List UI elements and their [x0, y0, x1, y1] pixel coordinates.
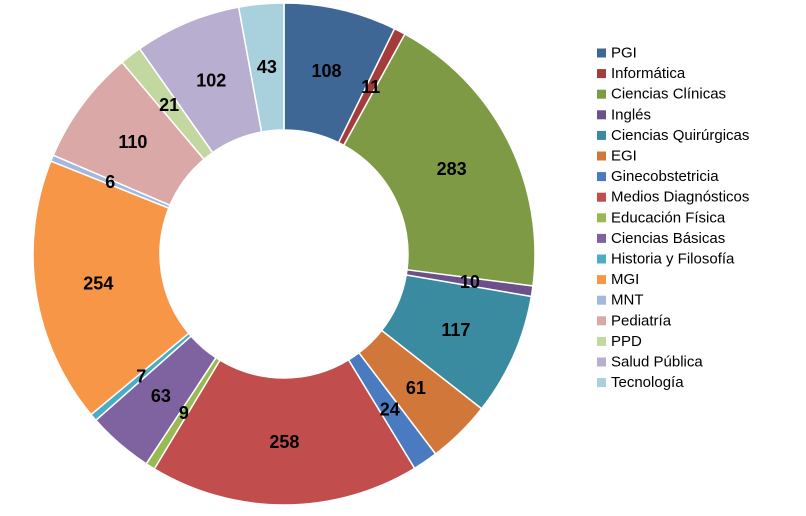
legend-label-medios-diagnosticos: Medios Diagnósticos — [611, 189, 749, 206]
legend-label-historia-y-filosofia: Historia y Filosofía — [611, 251, 735, 268]
data-label-informatica: 11 — [361, 77, 380, 97]
legend-swatch-informatica — [597, 69, 606, 79]
legend: PGI Informática Ciencias Clínicas Inglés Cie… — [597, 45, 749, 391]
legend-label-salud-publica: Salud Pública — [611, 354, 703, 371]
legend-swatch-pgi — [597, 48, 606, 58]
legend-item-pediatria: Pediatría — [597, 312, 672, 329]
legend-swatch-salud-publica — [597, 357, 606, 367]
data-label-egi: 61 — [406, 378, 426, 398]
legend-swatch-medios-diagnosticos — [597, 192, 606, 202]
data-label-ginecobstetricia: 24 — [380, 399, 400, 419]
data-label-educacion-fisica: 9 — [179, 403, 189, 423]
legend-label-tecnologia: Tecnología — [611, 374, 684, 391]
legend-item-ciencias-basicas: Ciencias Básicas — [597, 230, 725, 247]
legend-swatch-ciencias-basicas — [597, 233, 606, 243]
legend-item-ingles: Inglés — [597, 106, 651, 123]
legend-item-informatica: Informática — [597, 65, 686, 82]
data-label-ciencias-quirurgicas: 117 — [441, 320, 470, 340]
legend-label-ingles: Inglés — [611, 106, 651, 123]
data-label-ciencias-basicas: 63 — [151, 386, 171, 406]
legend-label-educacion-fisica: Educación Física — [611, 209, 726, 226]
legend-label-pgi: PGI — [611, 45, 637, 62]
data-label-mnt: 6 — [105, 172, 115, 192]
legend-label-ginecobstetricia: Ginecobstetricia — [611, 168, 719, 185]
slice-mgi — [32, 160, 190, 416]
legend-item-mgi: MGI — [597, 271, 639, 288]
data-label-tecnologia: 43 — [257, 57, 277, 77]
legend-label-egi: EGI — [611, 148, 637, 165]
legend-label-ppd: PPD — [611, 333, 642, 350]
legend-swatch-tecnologia — [597, 378, 606, 388]
data-label-historia-y-filosofia: 7 — [136, 366, 146, 386]
data-label-ciencias-clinicas: 283 — [437, 159, 467, 179]
data-label-salud-publica: 102 — [196, 71, 226, 91]
legend-item-historia-y-filosofia: Historia y Filosofía — [597, 251, 735, 268]
legend-item-ppd: PPD — [597, 333, 642, 350]
legend-swatch-historia-y-filosofia — [597, 254, 606, 264]
legend-swatch-mnt — [597, 295, 606, 305]
legend-label-ciencias-clinicas: Ciencias Clínicas — [611, 86, 726, 103]
data-label-pgi: 108 — [312, 61, 342, 81]
slices-group — [32, 2, 536, 506]
legend-item-educacion-fisica: Educación Física — [597, 209, 726, 226]
legend-swatch-ginecobstetricia — [597, 172, 606, 182]
slice-medios-diagnosticos — [153, 358, 416, 506]
legend-label-mgi: MGI — [611, 271, 639, 288]
data-label-pediatria: 110 — [118, 132, 147, 152]
legend-swatch-mgi — [597, 275, 606, 285]
legend-label-informatica: Informática — [611, 65, 686, 82]
data-label-medios-diagnosticos: 258 — [269, 432, 299, 452]
data-label-mgi: 254 — [83, 273, 113, 293]
slice-ciencias-clinicas — [342, 33, 536, 287]
legend-swatch-pediatria — [597, 316, 606, 326]
legend-swatch-educacion-fisica — [597, 213, 606, 223]
legend-label-pediatria: Pediatría — [611, 312, 672, 329]
data-label-ppd: 21 — [159, 95, 179, 115]
data-label-ingles: 10 — [460, 272, 480, 292]
legend-item-salud-publica: Salud Pública — [597, 354, 703, 371]
legend-swatch-ppd — [597, 336, 606, 346]
legend-item-egi: EGI — [597, 148, 637, 165]
legend-item-medios-diagnosticos: Medios Diagnósticos — [597, 189, 749, 206]
legend-label-ciencias-quirurgicas: Ciencias Quirúrgicas — [611, 127, 749, 144]
legend-item-pgi: PGI — [597, 45, 637, 62]
legend-item-ciencias-quirurgicas: Ciencias Quirúrgicas — [597, 127, 749, 144]
legend-item-tecnologia: Tecnología — [597, 374, 684, 391]
legend-swatch-egi — [597, 151, 606, 161]
legend-label-mnt: MNT — [611, 292, 644, 309]
legend-swatch-ingles — [597, 110, 606, 120]
legend-label-ciencias-basicas: Ciencias Básicas — [611, 230, 725, 247]
legend-item-mnt: MNT — [597, 292, 644, 309]
legend-item-ciencias-clinicas: Ciencias Clínicas — [597, 86, 726, 103]
legend-swatch-ciencias-clinicas — [597, 89, 606, 99]
legend-item-ginecobstetricia: Ginecobstetricia — [597, 168, 719, 185]
slice-tecnologia — [237, 2, 285, 133]
legend-swatch-ciencias-quirurgicas — [597, 130, 606, 140]
